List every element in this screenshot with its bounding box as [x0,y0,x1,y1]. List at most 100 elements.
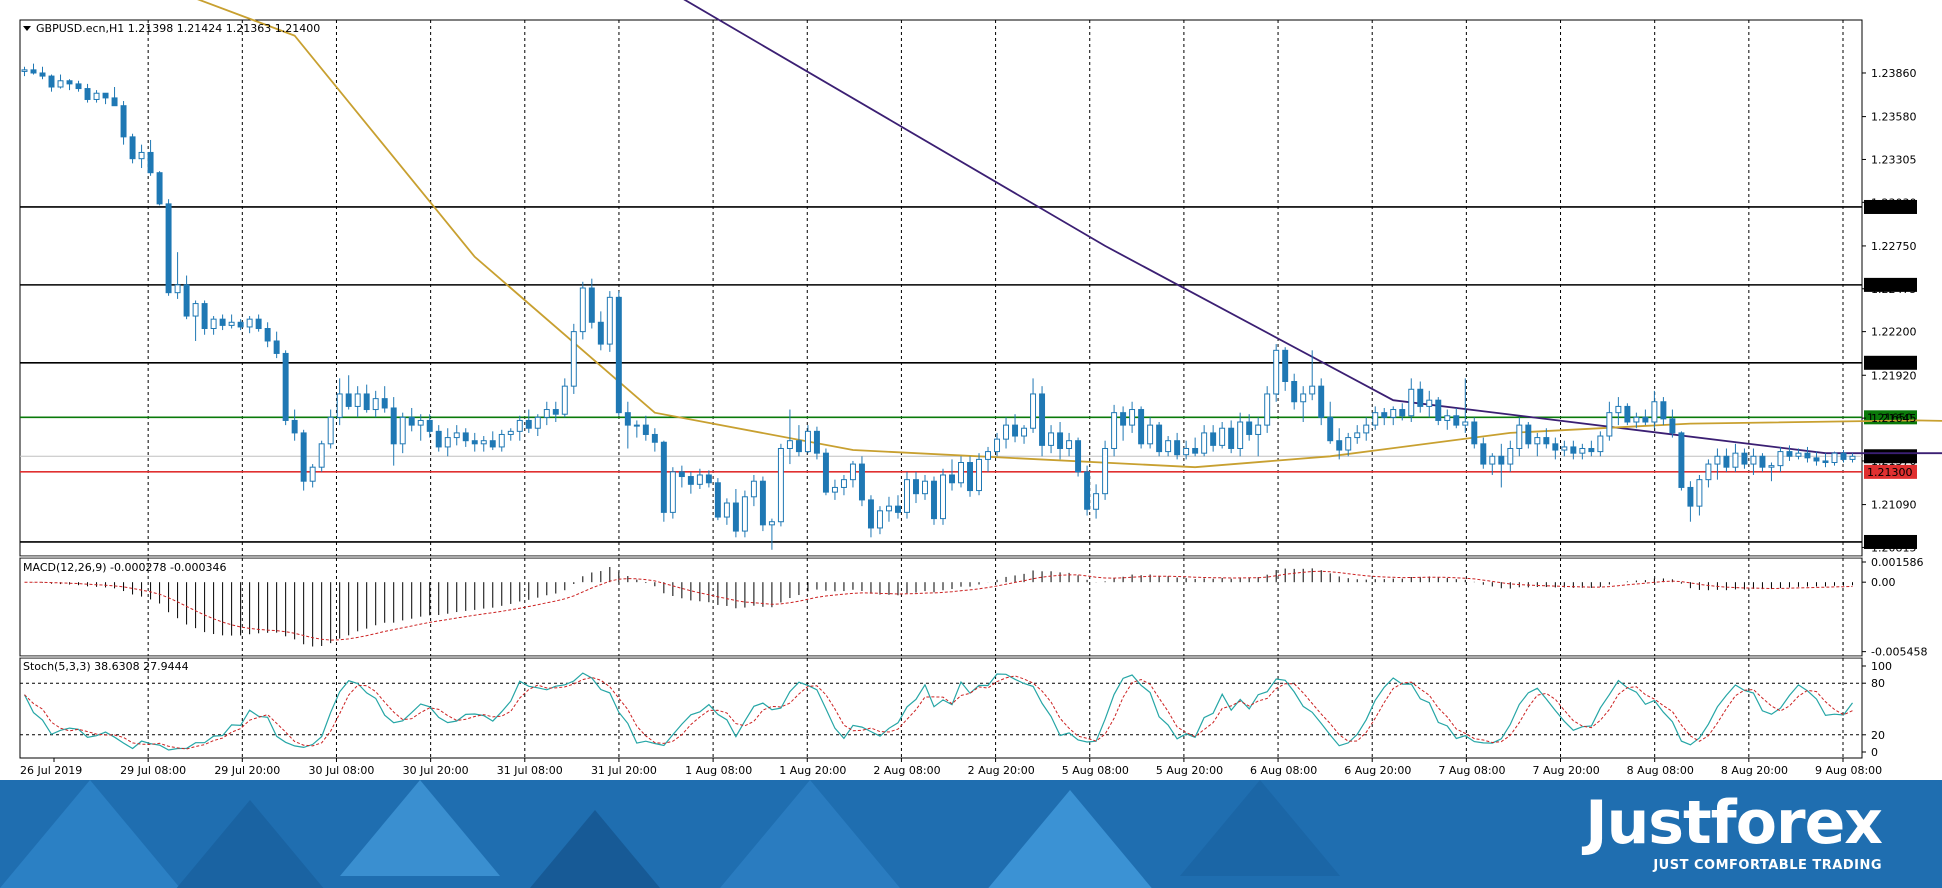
candle-body [651,433,658,443]
candle-body [525,419,532,429]
candle-body [174,284,181,294]
candle-body [1642,416,1649,423]
candle-body [1669,418,1676,434]
candle-body [1327,416,1334,442]
candle-body [958,462,964,484]
candle-body [831,486,838,493]
x-tick-label: 2 Aug 08:00 [873,764,940,777]
level-label: 1.23000 [1867,201,1913,214]
candle-body [1507,447,1514,465]
candle-body [1192,447,1199,454]
banner-shape [340,780,500,876]
brand-banner [0,780,1942,888]
x-tick-label: 8 Aug 20:00 [1721,764,1788,777]
candle-body [552,409,559,415]
candle-body [453,432,460,439]
x-tick-label: 31 Jul 08:00 [497,764,563,777]
candle-body [120,105,127,138]
candle-body [489,440,496,448]
candle-body [318,443,325,468]
candle-body [561,385,568,415]
level-tag [1864,199,1917,214]
candle-body [543,409,550,418]
macd-histogram: 0.001586 0.00 -0.005458 [24,556,1927,659]
candle-body [1741,452,1748,465]
candle-body [1084,471,1091,510]
candle-body [516,419,523,432]
x-tick-label: 8 Aug 08:00 [1627,764,1694,777]
candle-body [678,471,685,478]
x-tick-label: 26 Jul 2019 [20,764,82,777]
stoch-title: Stoch(5,3,3) 38.6308 27.9444 [23,660,189,673]
candle-body [462,432,469,442]
level-tag [1864,534,1917,549]
candle-body [922,480,928,495]
candle-body [1147,424,1154,445]
candle-body [1048,432,1055,446]
candle-body [1102,447,1109,495]
candle-body [1363,424,1370,434]
x-tick-label: 6 Aug 08:00 [1250,764,1317,777]
candle-body [840,479,847,488]
candle-body [1840,452,1847,460]
stoch-main-line [23,672,1853,751]
candle-body [1057,432,1064,449]
candle-body [1480,443,1487,465]
candle-body [435,430,442,448]
candle-body [1759,455,1766,468]
y-tick-label: 80 [1871,677,1885,690]
candle-body [1291,380,1298,403]
dropdown-triangle-icon[interactable] [23,26,31,31]
candle-body [768,521,775,526]
candle-body [300,432,307,482]
candle-body [1588,447,1595,453]
candle-body [1417,388,1424,407]
candle-body [273,340,280,354]
candle-body [1444,415,1451,421]
y-tick-label: 0.00 [1871,576,1896,589]
y-tick-label: 1.22750 [1871,240,1917,253]
candle-body [1174,440,1181,456]
candle-body [345,393,352,407]
candle-body [390,407,397,445]
candle-body [795,440,802,453]
brand-logo: Justforex JUST COMFORTABLE TRADING [1585,790,1883,873]
candle-body [39,72,46,77]
time-axis: 26 Jul 2019 29 Jul 08:00 29 Jul 20:00 30 Ju… [20,758,1882,777]
candle-body [228,321,235,326]
candle-body [165,203,172,294]
y-tick-label: 1.21370 [1871,455,1917,468]
candle-body [804,430,811,453]
candle-body [1165,440,1172,453]
candle-body [624,412,631,426]
candle-body [1579,447,1586,454]
y-tick-label: 1.23580 [1871,111,1917,124]
candle-body [480,440,487,445]
candle-body [1039,393,1046,446]
candle-body [876,510,883,529]
level-label: 1.21300 [1867,466,1913,479]
price-levels: 1.230001.225001.220001.216501.214001.213… [20,199,1917,549]
candle-body [1516,424,1523,449]
candle-body [102,92,109,99]
candle-body [615,296,622,414]
candle-body [1831,452,1838,464]
candle-body [534,416,541,429]
candle-body [1219,427,1226,446]
banner-shape [980,790,1160,888]
candle-body [1732,452,1739,468]
candle-body [1210,432,1217,446]
candle-body [1615,405,1622,414]
candle-body [750,480,757,498]
candle-body [642,424,649,435]
candle-body [291,419,298,434]
y-tick-label: 1.22475 [1871,283,1917,296]
candle-body [183,284,190,317]
candle-body [597,321,604,345]
candle-body [1021,427,1028,437]
candle-body [858,463,865,501]
candle-body [1282,349,1289,382]
x-tick-label: 9 Aug 08:00 [1815,764,1882,777]
candle-body [1129,409,1136,426]
y-tick-label: -0.005458 [1871,646,1927,659]
